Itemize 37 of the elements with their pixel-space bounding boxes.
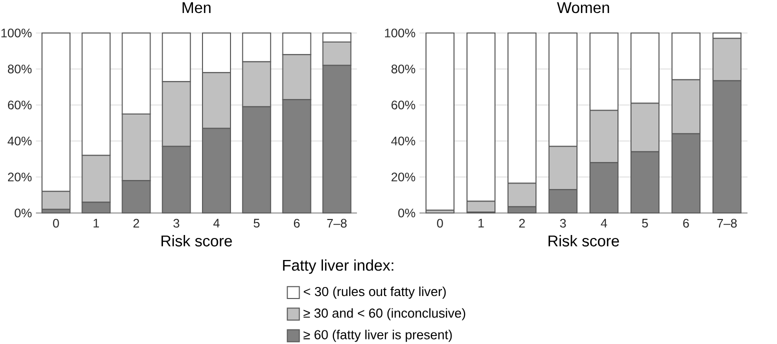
x-tick-label: 5 bbox=[254, 218, 260, 228]
x-tick-label: 0 bbox=[437, 218, 443, 228]
y-tick-label: 100% bbox=[385, 28, 416, 38]
y-tick-label: 20% bbox=[8, 172, 32, 182]
y-tick-label: 100% bbox=[1, 28, 32, 38]
legend-label: < 30 (rules out fatty liver) bbox=[304, 286, 446, 299]
x-tick-label: 7–8 bbox=[327, 218, 347, 228]
x-tick-label: 4 bbox=[213, 218, 220, 228]
x-axis-title: Risk score bbox=[548, 235, 619, 246]
x-tick-label: 1 bbox=[94, 218, 99, 228]
y-tick-label: 80% bbox=[391, 64, 416, 74]
y-tick-label: 0% bbox=[398, 208, 416, 218]
x-tick-label: 2 bbox=[133, 218, 140, 228]
y-tick-label: 20% bbox=[392, 172, 416, 182]
x-tick-label: 3 bbox=[560, 218, 566, 228]
x-tick-label: 1 bbox=[478, 218, 484, 228]
y-tick-label: 60% bbox=[8, 100, 32, 110]
x-tick-label: 4 bbox=[600, 218, 608, 228]
bar bbox=[426, 32, 455, 211]
legend-title: Fatty liver index: bbox=[283, 259, 394, 274]
y-tick-label: 60% bbox=[392, 100, 416, 110]
x-tick-label: 7–8 bbox=[717, 218, 737, 228]
x-tick-label: 5 bbox=[642, 218, 648, 228]
y-tick-label: 80% bbox=[8, 64, 32, 74]
y-tick-label: 40% bbox=[8, 136, 32, 146]
y-tick-label: 0% bbox=[14, 208, 32, 218]
x-tick-label: 6 bbox=[683, 218, 689, 228]
legend-label: ≥ 60 (fatty liver is present) bbox=[304, 330, 452, 342]
x-tick-label: 3 bbox=[173, 218, 180, 228]
chart-title: Men bbox=[182, 2, 210, 14]
legend-label: ≥ 30 and < 60 (inconclusive) bbox=[304, 308, 466, 320]
chart-title: Women bbox=[557, 2, 610, 14]
x-tick-label: 0 bbox=[53, 218, 59, 228]
x-axis-title: Risk score bbox=[162, 235, 232, 246]
x-tick-label: 6 bbox=[294, 218, 300, 228]
y-tick-label: 40% bbox=[391, 136, 416, 146]
x-tick-label: 2 bbox=[519, 218, 525, 228]
